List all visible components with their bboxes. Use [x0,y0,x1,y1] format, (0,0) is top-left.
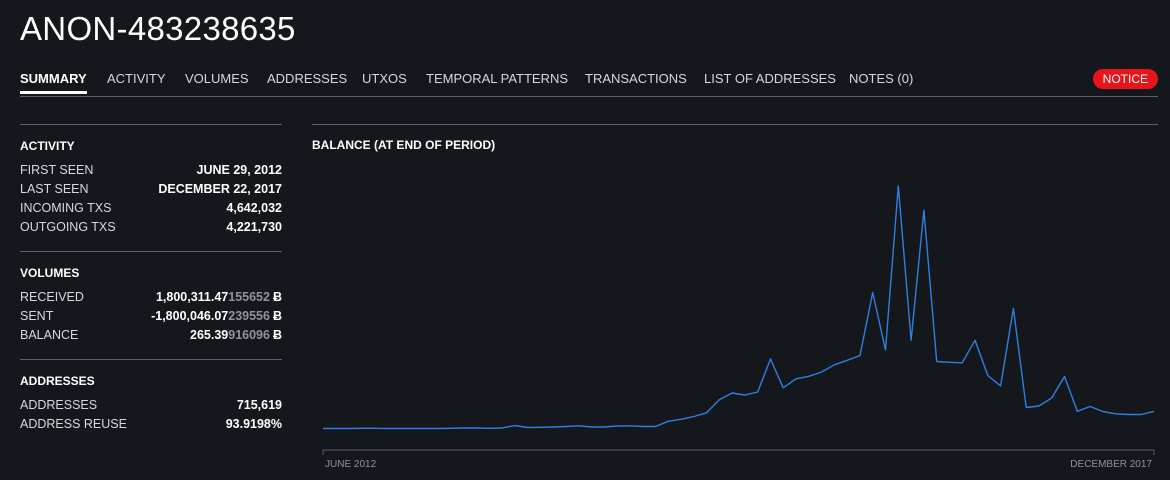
x-tick-label-start: JUNE 2012 [325,459,377,470]
incoming-txs-row: INCOMING TXS 4,642,032 [20,201,282,220]
bitcoin-icon: Ƀ [272,328,282,342]
bitcoin-icon: Ƀ [272,290,282,304]
sent-value-decimals: 239556 [228,309,270,323]
sent-row: SENT -1,800,046.07239556 Ƀ [20,309,282,328]
sent-label: SENT [20,309,54,323]
section-divider [20,124,282,125]
volumes-section: VOLUMES RECEIVED 1,800,311.47155652 Ƀ SEN… [20,251,282,347]
received-value: 1,800,311.47155652 Ƀ [156,290,282,304]
balance-row: BALANCE 265.39916096 Ƀ [20,328,282,347]
first-seen-row: FIRST SEEN JUNE 29, 2012 [20,163,282,182]
incoming-txs-value: 4,642,032 [226,201,282,215]
tab-temporal-patterns[interactable]: TEMPORAL PATTERNS [426,71,569,86]
first-seen-value: JUNE 29, 2012 [196,163,282,177]
addresses-section: ADDRESSES ADDRESSES 715,619 ADDRESS REUS… [20,359,282,436]
received-row: RECEIVED 1,800,311.47155652 Ƀ [20,290,282,309]
outgoing-txs-row: OUTGOING TXS 4,221,730 [20,220,282,239]
section-divider [20,251,282,252]
tab-volumes[interactable]: VOLUMES [185,71,249,86]
tab-notes[interactable]: NOTES (0) [849,71,914,86]
tab-bar: SUMMARY ACTIVITY VOLUMES ADDRESSES UTXOS… [20,69,1158,97]
x-tick-label-end: DECEMBER 2017 [1070,459,1152,470]
bitcoin-icon: Ƀ [272,309,282,323]
last-seen-row: LAST SEEN DECEMBER 22, 2017 [20,182,282,201]
balance-value-main: 265.39 [190,328,229,342]
incoming-txs-label: INCOMING TXS [20,201,112,215]
last-seen-value: DECEMBER 22, 2017 [158,182,282,196]
page-title: ANON-483238635 [20,10,296,47]
last-seen-label: LAST SEEN [20,182,89,196]
first-seen-label: FIRST SEEN [20,163,94,177]
addresses-row: ADDRESSES 715,619 [20,398,282,417]
balance-chart-panel: BALANCE (AT END OF PERIOD) JUNE 2012 DECE… [312,124,1158,474]
received-value-decimals: 155652 [228,290,270,304]
balance-value-decimals: 916096 [228,328,270,342]
section-divider [312,124,1158,125]
addresses-label: ADDRESSES [20,398,98,412]
address-reuse-label: ADDRESS REUSE [20,417,127,431]
balance-series-line [323,185,1155,430]
sent-value-main: -1,800,046.07 [151,309,229,323]
outgoing-txs-label: OUTGOING TXS [20,220,116,234]
address-reuse-value: 93.9198% [225,417,282,431]
balance-chart: JUNE 2012 DECEMBER 2017 [322,185,1155,470]
balance-label: BALANCE [20,328,79,342]
tab-transactions[interactable]: TRANSACTIONS [585,71,687,86]
volumes-heading: VOLUMES [20,266,80,280]
tab-utxos[interactable]: UTXOS [362,71,407,86]
tab-activity[interactable]: ACTIVITY [107,71,166,86]
addresses-value: 715,619 [236,398,282,412]
balance-value: 265.39916096 Ƀ [190,328,282,342]
section-divider [20,359,282,360]
summary-sidebar: ACTIVITY FIRST SEEN JUNE 29, 2012 LAST S… [20,124,282,448]
address-reuse-row: ADDRESS REUSE 93.9198% [20,417,282,436]
chart-title: BALANCE (AT END OF PERIOD) [312,138,496,152]
received-label: RECEIVED [20,290,84,304]
tab-addresses[interactable]: ADDRESSES [267,71,348,86]
tab-list-of-addresses[interactable]: LIST OF ADDRESSES [704,71,836,86]
addresses-heading: ADDRESSES [20,374,95,388]
sent-value: -1,800,046.07239556 Ƀ [151,309,282,323]
tab-summary[interactable]: SUMMARY [20,71,87,94]
activity-section: ACTIVITY FIRST SEEN JUNE 29, 2012 LAST S… [20,124,282,239]
outgoing-txs-value: 4,221,730 [226,220,282,234]
notice-badge[interactable]: NOTICE [1092,69,1158,89]
activity-heading: ACTIVITY [20,139,75,153]
received-value-main: 1,800,311.47 [155,290,229,304]
